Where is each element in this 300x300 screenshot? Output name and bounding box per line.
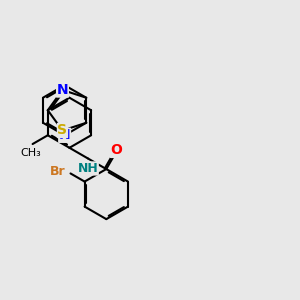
Text: N: N [59,128,70,142]
Text: S: S [58,124,68,137]
Text: O: O [111,143,122,158]
Text: NH: NH [77,162,98,175]
Text: Br: Br [50,166,65,178]
Text: CH₃: CH₃ [21,148,41,158]
Text: N: N [57,83,68,97]
